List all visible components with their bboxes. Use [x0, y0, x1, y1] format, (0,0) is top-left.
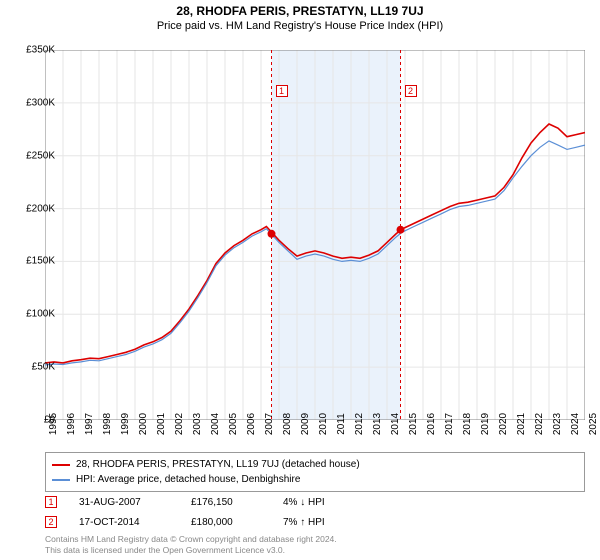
sale-price-2: £180,000: [191, 517, 261, 528]
x-tick-label: 2017: [444, 413, 455, 435]
x-tick-label: 2023: [552, 413, 563, 435]
x-tick-label: 2000: [138, 413, 149, 435]
sale-row-2: 2 17-OCT-2014 £180,000 7% ↑ HPI: [45, 512, 363, 532]
x-tick-label: 2013: [372, 413, 383, 435]
x-tick-label: 2015: [408, 413, 419, 435]
x-tick-label: 2004: [210, 413, 221, 435]
x-tick-label: 2020: [498, 413, 509, 435]
sale-marker-1: 1: [45, 496, 57, 508]
x-tick-label: 2012: [354, 413, 365, 435]
sale-date-2: 17-OCT-2014: [79, 517, 169, 528]
legend-item-property: 28, RHODFA PERIS, PRESTATYN, LL19 7UJ (d…: [52, 457, 578, 472]
sale-hpi-2: 7% ↑ HPI: [283, 517, 363, 528]
x-tick-label: 1998: [102, 413, 113, 435]
y-tick-label: £200K: [10, 203, 55, 214]
x-tick-label: 2008: [282, 413, 293, 435]
x-tick-label: 2002: [174, 413, 185, 435]
x-tick-label: 2021: [516, 413, 527, 435]
title-block: 28, RHODFA PERIS, PRESTATYN, LL19 7UJ Pr…: [0, 0, 600, 32]
legend-item-hpi: HPI: Average price, detached house, Denb…: [52, 472, 578, 487]
chart-subtitle: Price paid vs. HM Land Registry's House …: [0, 20, 600, 32]
y-tick-label: £350K: [10, 45, 55, 56]
attribution-text: Contains HM Land Registry data © Crown c…: [45, 534, 337, 555]
legend: 28, RHODFA PERIS, PRESTATYN, LL19 7UJ (d…: [45, 452, 585, 492]
legend-swatch-hpi: [52, 479, 70, 481]
chart-annotation-marker: 2: [405, 85, 417, 97]
sale-date-1: 31-AUG-2007: [79, 497, 169, 508]
sale-marker-2: 2: [45, 516, 57, 528]
x-tick-label: 2006: [246, 413, 257, 435]
legend-label-hpi: HPI: Average price, detached house, Denb…: [76, 474, 300, 485]
y-tick-label: £250K: [10, 150, 55, 161]
x-tick-label: 2018: [462, 413, 473, 435]
chart-annotation-marker: 1: [276, 85, 288, 97]
y-tick-label: £100K: [10, 309, 55, 320]
attribution-line1: Contains HM Land Registry data © Crown c…: [45, 534, 337, 545]
x-tick-label: 2024: [570, 413, 581, 435]
x-tick-label: 1997: [84, 413, 95, 435]
plot-area: [45, 50, 585, 420]
x-tick-label: 2005: [228, 413, 239, 435]
x-tick-label: 2016: [426, 413, 437, 435]
chart-title-address: 28, RHODFA PERIS, PRESTATYN, LL19 7UJ: [0, 4, 600, 18]
x-tick-label: 2022: [534, 413, 545, 435]
x-tick-label: 1999: [120, 413, 131, 435]
chart-container: 28, RHODFA PERIS, PRESTATYN, LL19 7UJ Pr…: [0, 0, 600, 560]
sale-price-1: £176,150: [191, 497, 261, 508]
chart-svg: [45, 50, 585, 420]
y-tick-label: £300K: [10, 97, 55, 108]
x-tick-label: 2009: [300, 413, 311, 435]
sale-row-1: 1 31-AUG-2007 £176,150 4% ↓ HPI: [45, 492, 363, 512]
legend-label-property: 28, RHODFA PERIS, PRESTATYN, LL19 7UJ (d…: [76, 459, 360, 470]
legend-swatch-property: [52, 464, 70, 466]
x-tick-label: 2019: [480, 413, 491, 435]
x-tick-label: 1996: [66, 413, 77, 435]
x-tick-label: 2025: [588, 413, 599, 435]
x-tick-label: 2003: [192, 413, 203, 435]
y-tick-label: £150K: [10, 256, 55, 267]
attribution-line2: This data is licensed under the Open Gov…: [45, 545, 337, 556]
x-tick-label: 2014: [390, 413, 401, 435]
x-tick-label: 2001: [156, 413, 167, 435]
x-tick-label: 1995: [48, 413, 59, 435]
x-tick-label: 2011: [336, 413, 347, 435]
x-tick-label: 2010: [318, 413, 329, 435]
x-tick-label: 2007: [264, 413, 275, 435]
sales-table: 1 31-AUG-2007 £176,150 4% ↓ HPI 2 17-OCT…: [45, 492, 363, 532]
y-tick-label: £50K: [10, 362, 55, 373]
sale-hpi-1: 4% ↓ HPI: [283, 497, 363, 508]
